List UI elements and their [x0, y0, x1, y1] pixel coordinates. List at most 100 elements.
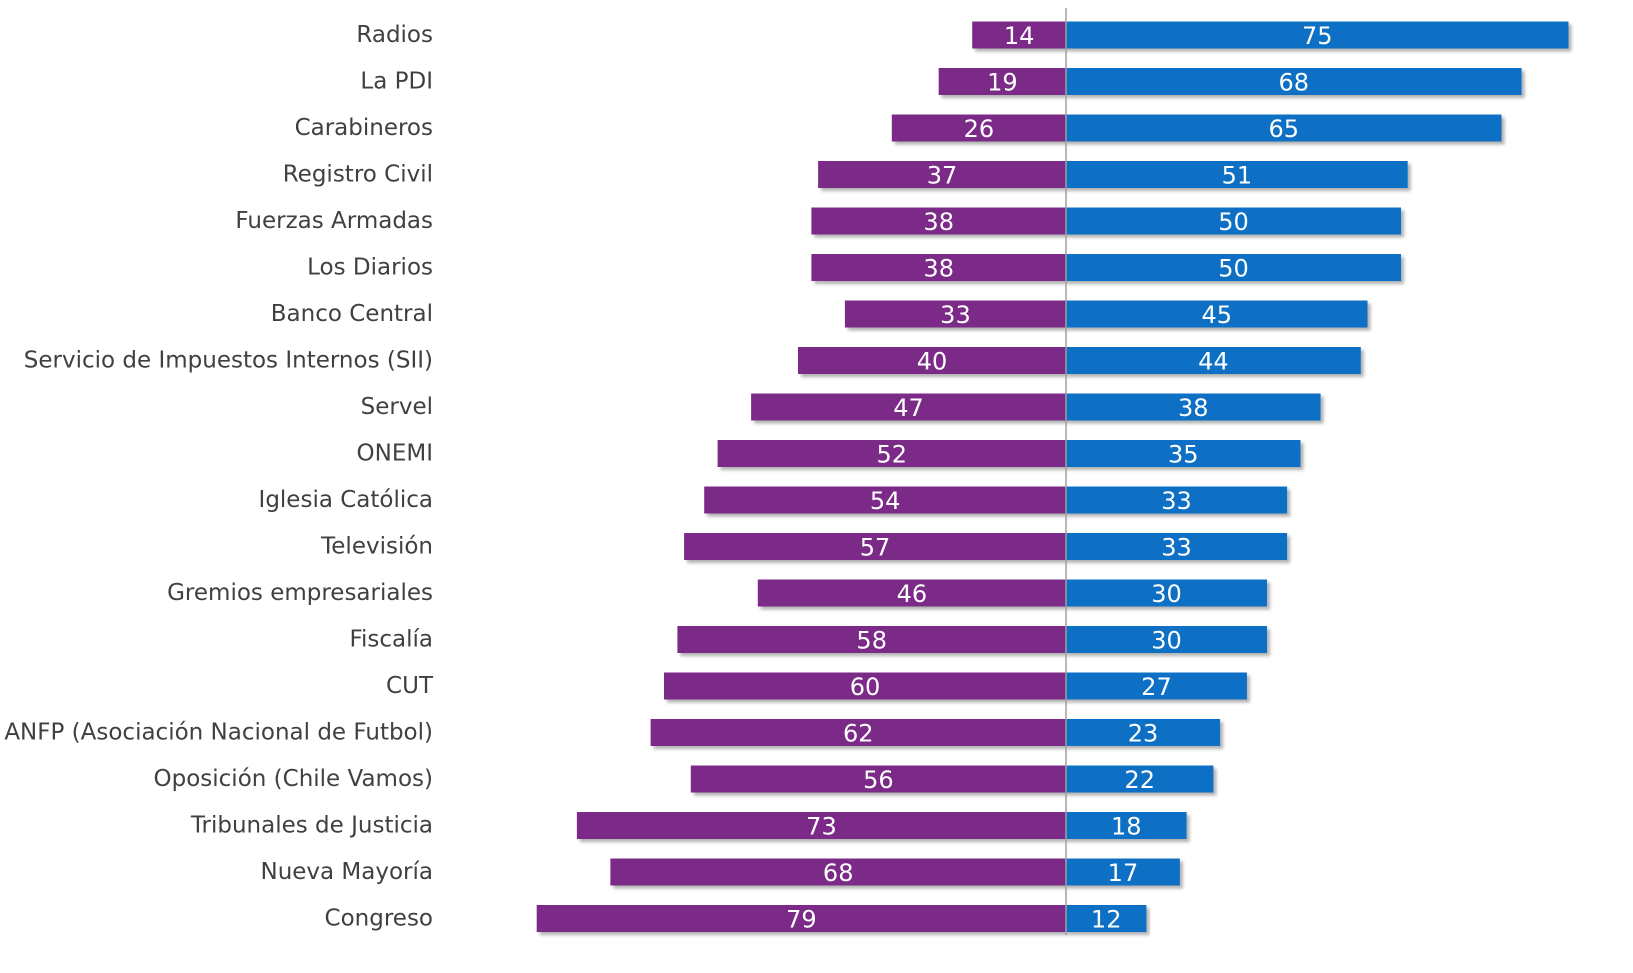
value-label: 60	[850, 673, 881, 701]
bar	[818, 161, 1066, 188]
value-label: 19	[987, 69, 1018, 97]
bar	[891, 114, 1066, 142]
category-label: ANFP (Asociación Nacional de Futbol)	[4, 720, 433, 746]
category-label: Tribunales de Justicia	[190, 813, 433, 839]
bar	[576, 812, 1066, 839]
value-label: 65	[1268, 115, 1299, 143]
bar	[844, 300, 1066, 328]
bar	[1066, 579, 1267, 607]
value-label: 50	[1218, 255, 1249, 283]
bar	[811, 254, 1066, 281]
category-label: Registro Civil	[283, 162, 433, 188]
value-label: 68	[1279, 69, 1310, 97]
value-label: 14	[1004, 22, 1035, 50]
bar	[704, 486, 1066, 514]
value-label: 17	[1108, 859, 1139, 887]
bar	[1066, 440, 1301, 467]
bar	[664, 672, 1066, 700]
value-label: 22	[1124, 766, 1155, 794]
bar	[798, 347, 1066, 374]
value-label: 37	[927, 162, 958, 190]
labels: Radios La PDI Carabineros Registro Civil Fue…	[4, 22, 1332, 934]
bar	[1066, 254, 1401, 281]
value-label: 38	[1178, 394, 1209, 422]
value-label: 33	[940, 301, 971, 329]
category-label: Fiscalía	[349, 627, 433, 653]
bar	[1066, 347, 1361, 374]
bars	[536, 21, 1569, 932]
value-label: 68	[823, 859, 854, 887]
value-label: 26	[964, 115, 995, 143]
bar	[1066, 905, 1147, 932]
bar	[610, 858, 1066, 886]
bar	[1066, 812, 1187, 839]
value-label: 35	[1168, 441, 1199, 469]
value-label: 51	[1222, 162, 1253, 190]
bar	[1066, 672, 1247, 700]
value-label: 62	[843, 720, 874, 748]
bar	[684, 533, 1066, 560]
category-label: Televisión	[320, 534, 433, 560]
value-label: 23	[1128, 720, 1159, 748]
bar	[1066, 393, 1321, 421]
bar	[1066, 858, 1180, 886]
category-label: Radios	[356, 22, 433, 48]
bar	[1066, 300, 1368, 328]
bar	[811, 207, 1066, 235]
value-label: 38	[923, 255, 954, 283]
bar	[1066, 626, 1267, 653]
bar	[690, 765, 1066, 793]
category-label: Gremios empresariales	[167, 580, 433, 606]
category-label: La PDI	[360, 69, 433, 95]
value-label: 54	[870, 487, 901, 515]
value-label: 46	[897, 580, 928, 608]
value-label: 12	[1091, 906, 1122, 934]
bar	[751, 393, 1066, 421]
category-label: Servicio de Impuestos Internos (SII)	[24, 348, 433, 374]
category-label: Oposición (Chile Vamos)	[154, 766, 433, 792]
category-label: Iglesia Católica	[259, 487, 433, 513]
value-label: 38	[923, 208, 954, 236]
value-label: 75	[1302, 22, 1333, 50]
value-label: 30	[1151, 580, 1182, 608]
value-label: 45	[1201, 301, 1232, 329]
category-label: CUT	[386, 673, 434, 699]
value-label: 27	[1141, 673, 1172, 701]
bar	[1066, 161, 1408, 188]
value-label: 30	[1151, 627, 1182, 655]
bar	[536, 905, 1066, 932]
bar	[1066, 719, 1221, 746]
value-label: 33	[1161, 534, 1192, 562]
value-label: 79	[786, 906, 817, 934]
value-label: 57	[860, 534, 891, 562]
category-label: Banco Central	[271, 301, 433, 327]
bar	[677, 626, 1066, 653]
value-label: 56	[863, 766, 894, 794]
bar	[1066, 21, 1569, 49]
value-label: 73	[806, 813, 837, 841]
bar	[757, 579, 1066, 607]
category-label: Los Diarios	[307, 255, 433, 281]
bar	[1066, 765, 1214, 793]
value-label: 40	[917, 348, 948, 376]
value-label: 52	[877, 441, 908, 469]
value-label: 33	[1161, 487, 1192, 515]
bar	[1066, 114, 1502, 142]
category-label: Nueva Mayoría	[260, 859, 433, 885]
category-label: Servel	[361, 394, 433, 420]
bar	[650, 719, 1066, 746]
bar	[1066, 207, 1401, 235]
bar	[1066, 68, 1522, 95]
value-label: 47	[893, 394, 924, 422]
value-label: 50	[1218, 208, 1249, 236]
bar	[1066, 486, 1288, 514]
bar	[1066, 533, 1288, 560]
value-label: 18	[1111, 813, 1142, 841]
bar	[717, 440, 1066, 467]
category-label: Fuerzas Armadas	[235, 208, 433, 234]
value-label: 58	[856, 627, 887, 655]
category-label: Congreso	[325, 906, 433, 932]
category-label: ONEMI	[357, 441, 433, 467]
category-label: Carabineros	[295, 115, 433, 141]
